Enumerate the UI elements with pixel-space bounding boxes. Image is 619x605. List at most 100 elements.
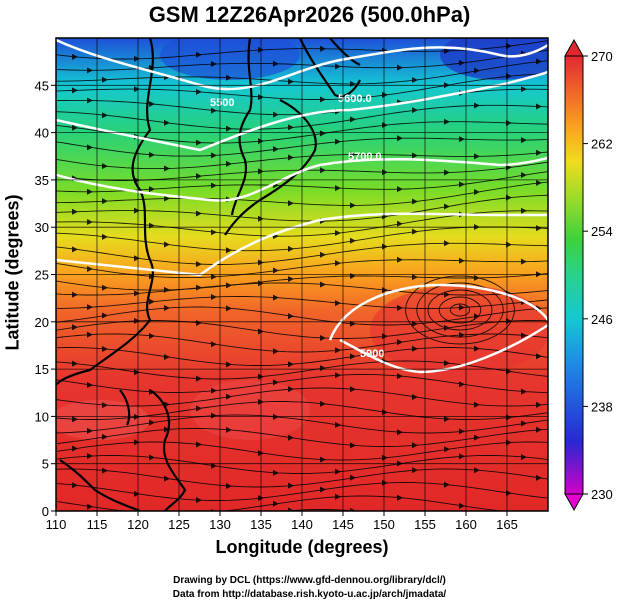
- anticyclone-swirl: [438, 296, 482, 324]
- streamline-arrow: [164, 241, 170, 248]
- streamline-arrow: [196, 51, 202, 58]
- streamline-arrow: [72, 360, 78, 367]
- streamline-arrow: [412, 394, 418, 401]
- streamline-arrow: [196, 88, 202, 95]
- streamline-arrow: [412, 467, 418, 474]
- streamline-arrow: [412, 198, 418, 205]
- streamline-arrow: [273, 500, 279, 507]
- streamline-arrow: [102, 163, 108, 170]
- y-tick-label: 0: [42, 504, 49, 519]
- streamline-arrow: [273, 60, 279, 67]
- streamline-arrow: [273, 267, 279, 274]
- streamline-arrow: [444, 169, 450, 176]
- streamline-arrow: [102, 312, 108, 319]
- streamline-arrow: [320, 96, 326, 103]
- streamline-arrow: [102, 233, 108, 240]
- streamline-arrow: [521, 172, 527, 179]
- y-tick-label: 20: [35, 315, 49, 330]
- x-tick-label: 145: [332, 517, 354, 532]
- streamline-arrow: [87, 331, 93, 338]
- contour-5800: [56, 212, 548, 277]
- streamline-arrow: [288, 200, 294, 207]
- streamline-arrow: [506, 194, 512, 201]
- streamline-arrow: [536, 426, 542, 433]
- streamline-arrow: [196, 405, 202, 412]
- x-tick-label: 130: [209, 517, 231, 532]
- streamline-arrow: [444, 415, 450, 422]
- streamline-arrow: [288, 386, 294, 393]
- streamline-arrow: [474, 153, 480, 160]
- streamline-arrow: [226, 361, 232, 368]
- lat-lon-grid: [56, 38, 548, 511]
- streamline-arrow: [226, 305, 232, 312]
- streamline-arrow: [506, 490, 512, 497]
- colorbar-tick-label: 246: [591, 312, 613, 327]
- streamline-arrow: [320, 456, 326, 463]
- x-tick-label: 110: [46, 517, 67, 532]
- streamline-arrow: [382, 333, 388, 340]
- streamline-arrow: [102, 284, 108, 291]
- streamline-arrow: [412, 228, 418, 235]
- streamline-arrow: [87, 144, 93, 151]
- streamline-arrow: [211, 341, 217, 348]
- streamline-arrow: [412, 274, 418, 281]
- streamline-arrow: [196, 497, 202, 504]
- streamline-arrow: [87, 304, 93, 311]
- streamline-arrow: [226, 393, 232, 400]
- streamline-arrow: [335, 138, 341, 145]
- streamline-arrow: [226, 160, 232, 167]
- streamline-arrow: [87, 453, 93, 460]
- streamline-arrow: [149, 454, 155, 461]
- streamline-arrow: [474, 434, 480, 441]
- streamline-arrow: [397, 135, 403, 142]
- streamline-arrow: [102, 76, 108, 83]
- streamline-arrow: [273, 146, 279, 153]
- streamline-arrow: [521, 388, 527, 395]
- y-tick-label: 35: [35, 173, 49, 188]
- streamline-arrow: [72, 324, 78, 331]
- streamline-arrow: [412, 442, 418, 449]
- streamline-arrow: [536, 474, 542, 481]
- streamline-arrow: [211, 273, 217, 280]
- streamline-arrow: [444, 291, 450, 298]
- streamline-arrow: [288, 154, 294, 161]
- streamline-arrow: [506, 439, 512, 446]
- streamline-arrow: [134, 290, 140, 297]
- streamline-arrow: [444, 118, 450, 125]
- streamline-arrow: [87, 381, 93, 388]
- streamline-arrow: [211, 293, 217, 300]
- streamline-arrow: [87, 218, 93, 225]
- streamline-arrow: [506, 318, 512, 325]
- streamline-arrow: [474, 313, 480, 320]
- anticyclone-swirl: [416, 282, 504, 338]
- streamline-arrow: [211, 387, 217, 394]
- streamline-arrow: [397, 339, 403, 346]
- streamline-arrow: [211, 229, 217, 236]
- streamline-arrow: [350, 320, 356, 327]
- contour-5500: [56, 38, 548, 91]
- anticyclone-swirl: [449, 303, 471, 317]
- streamline-arrow: [226, 74, 232, 81]
- streamline-arrow: [134, 86, 140, 93]
- x-tick-label: 150: [373, 517, 395, 532]
- x-tick-label: 135: [250, 517, 272, 532]
- streamline-arrow: [397, 373, 403, 380]
- y-tick-label: 45: [35, 78, 49, 93]
- streamline-arrow: [536, 179, 542, 186]
- streamline-arrow: [350, 237, 356, 244]
- x-tick-label: 155: [414, 517, 436, 532]
- colorbar-tick-label: 270: [591, 49, 613, 64]
- colorbar-tick-label: 238: [591, 399, 613, 414]
- streamline-arrow: [350, 202, 356, 209]
- streamline-arrow: [273, 469, 279, 476]
- streamline-arrow: [350, 507, 356, 511]
- streamline-arrow: [350, 353, 356, 360]
- contour-label-5600: 5600.0: [338, 93, 372, 105]
- streamline-arrow: [412, 345, 418, 352]
- streamline-arrow: [288, 361, 294, 368]
- contour-label-5900: 5900: [360, 348, 384, 360]
- contour-labels: 5500 5600.0 5700.0 5900: [210, 93, 384, 360]
- streamline-arrow: [288, 245, 294, 252]
- credit-drawing: Drawing by DCL (https://www.gfd-dennou.o…: [173, 575, 446, 586]
